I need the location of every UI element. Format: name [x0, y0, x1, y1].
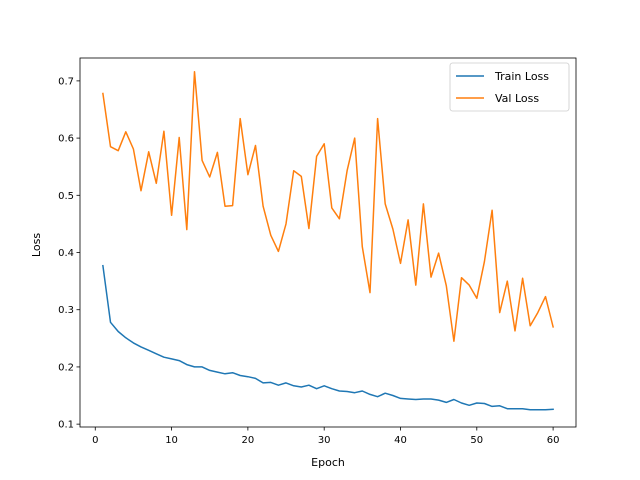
legend-label-val-loss: Val Loss [495, 92, 539, 105]
plot-area [102, 70, 555, 411]
x-tick-label: 30 [318, 435, 331, 446]
x-tick-label: 10 [165, 435, 178, 446]
x-tick-label: 20 [242, 435, 255, 446]
y-axis-label: Loss [30, 233, 43, 257]
y-tick-label: 0.7 [58, 76, 74, 87]
x-tick-label: 60 [547, 435, 560, 446]
y-tick-label: 0.6 [58, 134, 74, 145]
y-tick-label: 0.1 [58, 420, 74, 431]
series-line-train-loss [102, 264, 554, 411]
series-line-val-loss [102, 70, 555, 342]
y-tick-label: 0.3 [58, 305, 74, 316]
x-axis-label: Epoch [311, 456, 345, 469]
y-tick-label: 0.2 [58, 362, 74, 373]
legend-box [449, 62, 570, 112]
x-tick-label: 50 [470, 435, 483, 446]
y-tick-label: 0.5 [58, 191, 74, 202]
x-tick-label: 40 [394, 435, 407, 446]
y-tick-label: 0.4 [58, 248, 74, 259]
x-tick-label: 0 [92, 435, 98, 446]
plot-frame [79, 57, 577, 428]
legend: Train Loss Val Loss [449, 62, 570, 112]
axes: 0 10 20 30 40 50 60 0.1 0.2 0.3 0.4 0.5 0.6 0.7 [58, 57, 577, 446]
legend-label-train-loss: Train Loss [494, 70, 549, 83]
